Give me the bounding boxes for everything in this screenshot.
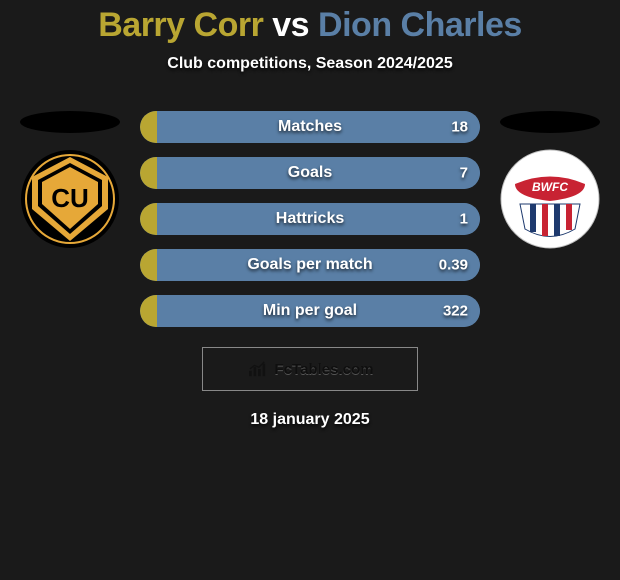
bolton-badge-icon: BWFC: [500, 149, 600, 249]
right-team-badge: BWFC: [500, 149, 600, 249]
bar-left-fill: [140, 157, 157, 189]
subtitle: Club competitions, Season 2024/2025: [0, 55, 620, 73]
bar-left-fill: [140, 295, 157, 327]
stat-bar-row: Matches 18: [140, 111, 480, 143]
left-shadow-ellipse: [20, 111, 120, 133]
vs-text: vs: [272, 6, 309, 44]
bar-left-fill: [140, 203, 157, 235]
stat-bar-row: Min per goal 322: [140, 295, 480, 327]
bar-label: Hattricks: [276, 210, 344, 228]
bar-left-fill: [140, 249, 157, 281]
comparison-content: CU Matches 18 Goals 7 Hattricks 1 Goals per ma…: [0, 111, 620, 327]
player2-name: Dion Charles: [318, 6, 522, 44]
footer-attribution[interactable]: FcTables.com: [202, 347, 418, 391]
player1-name: Barry Corr: [98, 6, 263, 44]
chart-icon: [247, 360, 269, 378]
bar-value-right: 7: [460, 165, 468, 182]
bar-value-right: 322: [443, 303, 468, 320]
footer-site-name: FcTables.com: [275, 361, 374, 378]
stat-bar-row: Goals per match 0.39: [140, 249, 480, 281]
cambridge-badge-icon: CU: [20, 149, 120, 249]
bar-value-right: 1: [460, 211, 468, 228]
right-side: BWFC: [500, 111, 600, 249]
stat-bar-row: Hattricks 1: [140, 203, 480, 235]
bar-value-right: 18: [451, 119, 468, 136]
bar-left-fill: [140, 111, 157, 143]
snapshot-date: 18 january 2025: [0, 411, 620, 429]
left-side: CU: [20, 111, 120, 249]
right-shadow-ellipse: [500, 111, 600, 133]
bar-value-right: 0.39: [439, 257, 468, 274]
left-team-badge: CU: [20, 149, 120, 249]
stat-bars: Matches 18 Goals 7 Hattricks 1 Goals per match…: [140, 111, 480, 327]
bar-label: Matches: [278, 118, 342, 136]
bar-label: Goals: [288, 164, 332, 182]
bar-label: Goals per match: [247, 256, 372, 274]
left-badge-text: CU: [51, 183, 89, 213]
stat-bar-row: Goals 7: [140, 157, 480, 189]
bar-label: Min per goal: [263, 302, 357, 320]
comparison-title: Barry Corr vs Dion Charles: [0, 0, 620, 45]
right-badge-text: BWFC: [532, 180, 568, 194]
